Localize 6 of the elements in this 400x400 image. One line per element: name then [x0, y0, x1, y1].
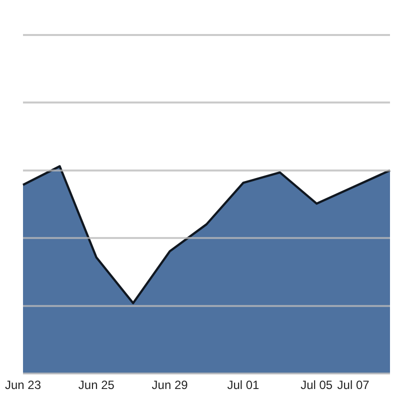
- x-tick-label: Jul 05: [300, 378, 333, 392]
- x-tick-label: Jun 29: [152, 378, 188, 392]
- x-tick-label: Jun 25: [78, 378, 115, 392]
- x-tick-label: Jul 01: [227, 378, 260, 392]
- x-tick-label: Jun 23: [5, 378, 42, 392]
- x-tick-label: Jul 07: [337, 378, 370, 392]
